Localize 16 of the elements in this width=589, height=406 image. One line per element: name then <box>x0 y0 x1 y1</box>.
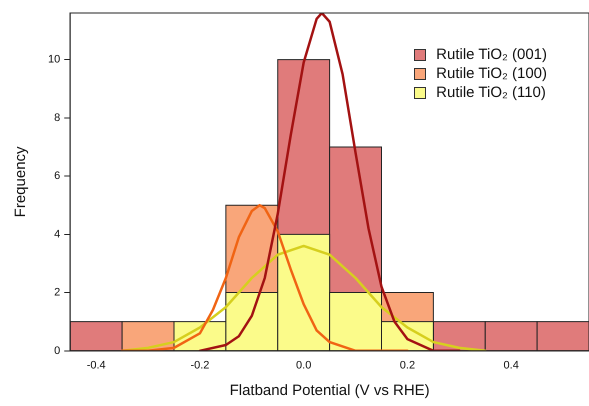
x-tick-label: -0.2 <box>190 359 210 372</box>
y-axis-title: Frequency <box>12 146 30 218</box>
legend-label: Rutile TiO₂ (001) <box>436 46 547 63</box>
x-tick-label: 0.4 <box>504 359 519 372</box>
y-tick-label: 6 <box>54 170 60 182</box>
x-tick-label: 0.0 <box>296 359 312 372</box>
x-tick-label: -0.4 <box>86 359 106 372</box>
x-tick-label: 0.2 <box>400 359 416 372</box>
legend-label: Rutile TiO₂ (100) <box>436 65 547 82</box>
y-tick-label: 10 <box>48 54 60 66</box>
y-tick-label: 2 <box>54 286 60 299</box>
legend-label: Rutile TiO₂ (110) <box>436 84 546 101</box>
y-tick-label: 4 <box>54 228 60 240</box>
x-axis-title: Flatband Potential (V vs RHE) <box>230 382 430 400</box>
y-tick-label: 8 <box>54 112 60 124</box>
y-tick-label: 0 <box>54 344 60 357</box>
